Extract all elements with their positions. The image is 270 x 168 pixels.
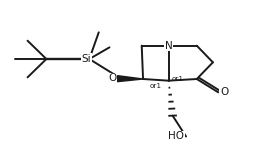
Text: or1: or1	[150, 83, 162, 90]
Text: O: O	[108, 73, 117, 83]
Text: or1: or1	[171, 76, 183, 82]
Text: O: O	[220, 87, 228, 97]
Text: HO: HO	[168, 132, 184, 141]
Text: N: N	[165, 41, 173, 51]
Polygon shape	[117, 76, 143, 82]
Text: Si: Si	[82, 54, 92, 64]
